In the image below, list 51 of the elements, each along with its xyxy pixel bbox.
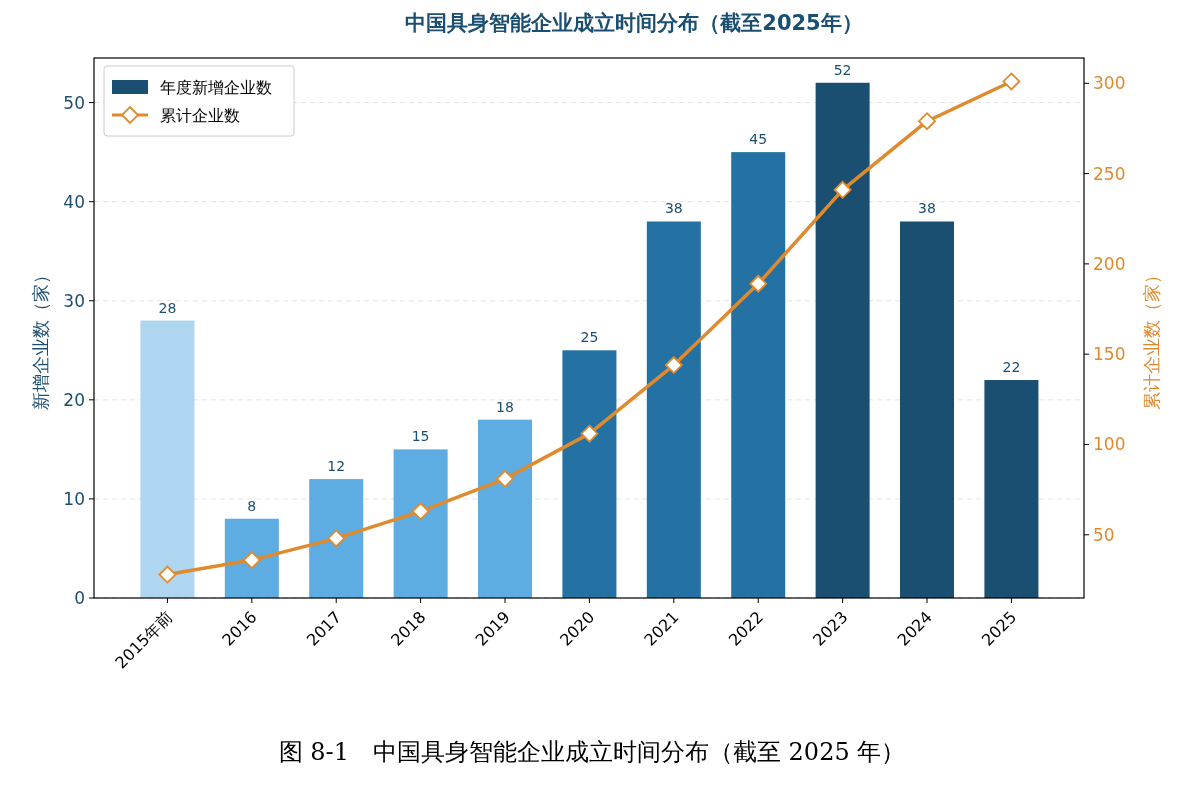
y-tick-label: 50 — [63, 92, 85, 113]
point — [664, 356, 683, 374]
caption: 图 8-1 中国具身智能企业成立时间分布（截至 2025 年） — [278, 738, 906, 766]
point — [749, 274, 768, 293]
y2-tick-label: 250 — [1093, 163, 1126, 184]
y2-axis-title: 累计企业数（家） — [1141, 266, 1162, 410]
y-tick-label: 10 — [63, 488, 85, 509]
bar — [140, 320, 195, 598]
bar — [224, 518, 279, 598]
legend-label: 累计企业数 — [160, 106, 240, 125]
point — [327, 529, 346, 548]
data-label: 8 — [247, 497, 257, 514]
y2-tick-label: 200 — [1093, 253, 1126, 274]
data-label: 52 — [833, 61, 852, 78]
bar — [815, 82, 870, 598]
y2-tick-label: 150 — [1093, 344, 1126, 365]
y-tick-label: 20 — [63, 389, 85, 410]
y-axis-title: 新增企业数（家） — [30, 266, 51, 410]
bar — [984, 380, 1039, 598]
bar — [393, 449, 448, 598]
y-tick-label: 30 — [63, 290, 85, 311]
y2-tick-label: 300 — [1093, 73, 1126, 94]
data-label: 38 — [918, 200, 936, 217]
point — [918, 112, 936, 131]
data-label: 45 — [749, 131, 768, 148]
point — [833, 180, 852, 199]
point — [580, 424, 599, 443]
point — [1002, 72, 1021, 91]
data-label: 38 — [664, 200, 683, 217]
data-label: 12 — [327, 458, 346, 475]
y2-tick-label: 50 — [1093, 524, 1115, 545]
data-label: 15 — [411, 428, 430, 445]
data-label: 22 — [1002, 359, 1021, 376]
chart-title: 中国具身智能企业成立时间分布（截至2025年） — [405, 11, 863, 35]
bar — [731, 152, 786, 598]
point — [411, 502, 430, 521]
y-tick-label: 40 — [63, 191, 85, 212]
bar — [478, 419, 533, 598]
y-tick-label: 0 — [74, 588, 85, 608]
data-label: 28 — [158, 299, 177, 316]
bar — [900, 221, 955, 598]
bar — [562, 350, 617, 598]
legend-label: 年度新增企业数 — [160, 78, 272, 97]
point — [496, 469, 514, 488]
bar — [309, 479, 364, 598]
y2-tick-label: 100 — [1093, 434, 1126, 455]
point — [158, 565, 177, 584]
bar — [646, 221, 701, 598]
data-label: 25 — [580, 329, 599, 346]
point — [242, 551, 261, 569]
data-label: 18 — [496, 398, 514, 415]
